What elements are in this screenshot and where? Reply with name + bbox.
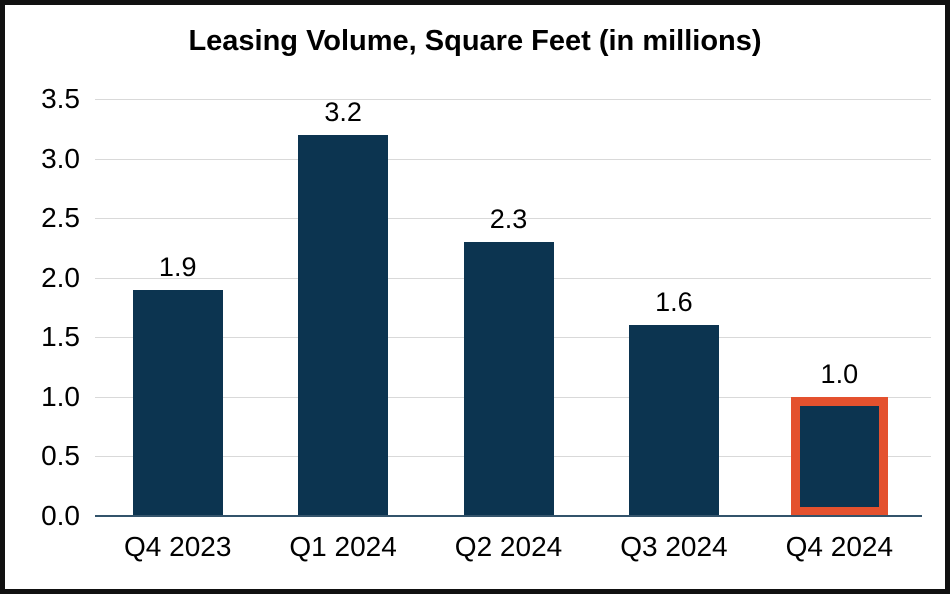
x-axis-tick-label: Q3 2024 — [620, 531, 728, 562]
bar-q4-2023 — [132, 289, 223, 516]
bar-q2-2024 — [463, 241, 554, 516]
chart-title: Leasing Volume, Square Feet (in millions… — [188, 25, 762, 57]
x-axis-tick-label: Q2 2024 — [454, 531, 563, 562]
bar-slot: 2.3 — [426, 99, 591, 516]
x-axis-line — [95, 515, 922, 517]
y-axis-tick-label: 2.5 — [41, 202, 80, 234]
bar-slot: 1.6 — [591, 99, 756, 516]
bars-row: 1.9 3.2 2.3 1.6 1.0 — [95, 99, 922, 516]
bar-slot: 3.2 — [260, 99, 425, 516]
x-axis-labels: Q4 2023 Q1 2024 Q2 2024 Q3 2024 Q4 2024 — [95, 531, 922, 563]
gridline — [95, 158, 931, 160]
bar-slot: 1.9 — [95, 99, 260, 516]
y-axis-tick-label: 3.5 — [41, 83, 80, 114]
bar-q4-2024 — [790, 396, 888, 516]
y-axis-tick-label: 2.0 — [41, 261, 80, 293]
plot-area: 1.9 3.2 2.3 1.6 1.0 Q4 2023 Q1 2024 Q2 2024 Q3 … — [41, 85, 931, 562]
bar-value-label: 1.6 — [655, 287, 693, 318]
y-axis-tick-label: 3.0 — [41, 142, 80, 174]
x-axis-tick-label: Q4 2023 — [123, 531, 232, 562]
bar-value-label: 1.0 — [820, 358, 859, 389]
bar-q3-2024 — [628, 325, 719, 516]
x-axis-tick-label: Q1 2024 — [289, 531, 397, 562]
y-axis-tick-label: 0.0 — [41, 500, 80, 531]
bar-value-label: 2.3 — [489, 203, 528, 234]
y-axis-tick-label: 0.5 — [41, 440, 80, 472]
bar-slot: 1.0 — [757, 99, 922, 516]
bar-value-label: 3.2 — [324, 97, 362, 127]
y-axis-tick-label: 1.0 — [41, 380, 80, 412]
bar-value-label: 1.9 — [158, 251, 197, 282]
gridline — [95, 218, 931, 220]
x-axis-tick-label: Q4 2024 — [785, 531, 894, 562]
bar-q1-2024 — [298, 135, 389, 516]
gridline — [95, 99, 931, 100]
y-axis-tick-label: 1.5 — [41, 321, 80, 353]
